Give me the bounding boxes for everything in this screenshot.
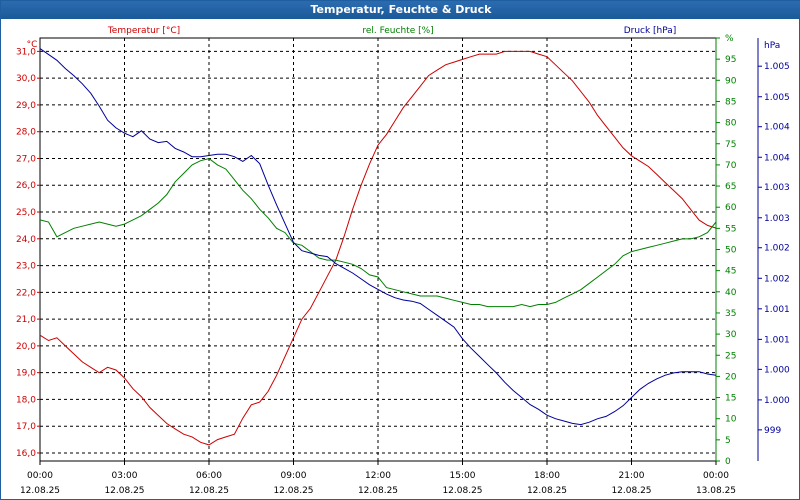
temperature-tick-label: 23,0 <box>16 262 36 272</box>
x-tick-label-time: 15:00 <box>450 471 476 481</box>
humidity-tick-label: 0 <box>725 457 731 467</box>
legend-pressure: Druck [hPa] <box>624 26 677 36</box>
humidity-tick-label: 25 <box>725 351 736 361</box>
pressure-tick-label: 1.004 <box>764 153 790 163</box>
humidity-tick-label: 90 <box>725 76 737 86</box>
temperature-tick-label: 25,0 <box>16 208 36 218</box>
humidity-tick-label: 30 <box>725 330 737 340</box>
temperature-tick-label: 21,0 <box>16 315 36 325</box>
x-tick-label-time: 00:00 <box>703 471 729 481</box>
humidity-tick-label: 20 <box>725 372 737 382</box>
humidity-tick-label: 15 <box>725 394 736 404</box>
pressure-tick-label: 1.000 <box>764 365 790 375</box>
x-tick-label-date: 12.08.25 <box>611 486 651 496</box>
pressure-tick-label: 1.002 <box>764 274 790 284</box>
temperature-unit-label: °C <box>27 40 38 50</box>
humidity-tick-label: 85 <box>725 97 736 107</box>
pressure-series-line <box>39 48 717 426</box>
x-tick-label-date: 12.08.25 <box>273 486 313 496</box>
x-tick-label-date: 12.08.25 <box>189 486 229 496</box>
humidity-tick-label: 50 <box>725 246 737 256</box>
x-tick-label-date: 12.08.25 <box>527 486 567 496</box>
pressure-tick-label: 1.003 <box>764 214 790 224</box>
temperature-tick-label: 31,0 <box>16 47 36 57</box>
pressure-tick-label: 1.003 <box>764 183 790 193</box>
pressure-tick-label: 1.001 <box>764 305 790 315</box>
x-tick-label-time: 12:00 <box>365 471 391 481</box>
legend-temperature: Temperatur [°C] <box>107 26 180 36</box>
humidity-tick-label: 95 <box>725 55 736 65</box>
x-tick-label-date: 13.08.25 <box>696 486 736 496</box>
x-tick-label-time: 18:00 <box>534 471 560 481</box>
humidity-tick-label: 5 <box>725 436 731 446</box>
temperature-tick-label: 29,0 <box>16 101 36 111</box>
x-tick-label-time: 00:00 <box>27 471 53 481</box>
x-tick-label-date: 12.08.25 <box>104 486 144 496</box>
x-tick-label-time: 06:00 <box>196 471 222 481</box>
legend-humidity: rel. Feuchte [%] <box>362 26 433 36</box>
humidity-tick-label: 10 <box>725 415 737 425</box>
pressure-unit-label: hPa <box>764 41 780 51</box>
humidity-tick-label: 70 <box>725 161 737 171</box>
x-tick-label-date: 12.08.25 <box>442 486 482 496</box>
x-tick-label-time: 21:00 <box>619 471 645 481</box>
window-title: Temperatur, Feuchte & Druck <box>1 1 800 19</box>
temperature-tick-label: 20,0 <box>16 342 36 352</box>
pressure-tick-label: 1.004 <box>764 123 790 133</box>
humidity-tick-label: 80 <box>725 119 737 129</box>
temperature-tick-label: 26,0 <box>16 181 36 191</box>
humidity-tick-label: 35 <box>725 309 736 319</box>
temperature-tick-label: 16,0 <box>16 449 36 459</box>
temperature-tick-label: 17,0 <box>16 422 36 432</box>
x-tick-label-time: 03:00 <box>112 471 138 481</box>
pressure-tick-label: 1.005 <box>764 93 790 103</box>
pressure-tick-label: 999 <box>764 426 781 436</box>
x-tick-label-date: 12.08.25 <box>20 486 60 496</box>
humidity-tick-label: 65 <box>725 182 736 192</box>
temperature-tick-label: 19,0 <box>16 369 36 379</box>
humidity-series-line <box>39 158 717 308</box>
temperature-tick-label: 30,0 <box>16 74 36 84</box>
pressure-tick-label: 1.001 <box>764 335 790 345</box>
x-tick-label-date: 12.08.25 <box>358 486 398 496</box>
temperature-series-line <box>39 50 717 446</box>
humidity-tick-label: 40 <box>725 288 737 298</box>
humidity-tick-label: 75 <box>725 140 736 150</box>
humidity-tick-label: 60 <box>725 203 737 213</box>
temperature-tick-label: 18,0 <box>16 395 36 405</box>
temperature-tick-label: 22,0 <box>16 288 36 298</box>
x-tick-label-time: 09:00 <box>281 471 307 481</box>
pressure-tick-label: 1.005 <box>764 62 790 72</box>
temperature-tick-label: 28,0 <box>16 128 36 138</box>
temperature-tick-label: 27,0 <box>16 154 36 164</box>
humidity-tick-label: % <box>725 34 734 44</box>
humidity-tick-label: 55 <box>725 224 736 234</box>
temperature-tick-label: 24,0 <box>16 235 36 245</box>
pressure-tick-label: 1.000 <box>764 396 790 406</box>
pressure-tick-label: 1.002 <box>764 244 790 254</box>
humidity-tick-label: 45 <box>725 267 736 277</box>
